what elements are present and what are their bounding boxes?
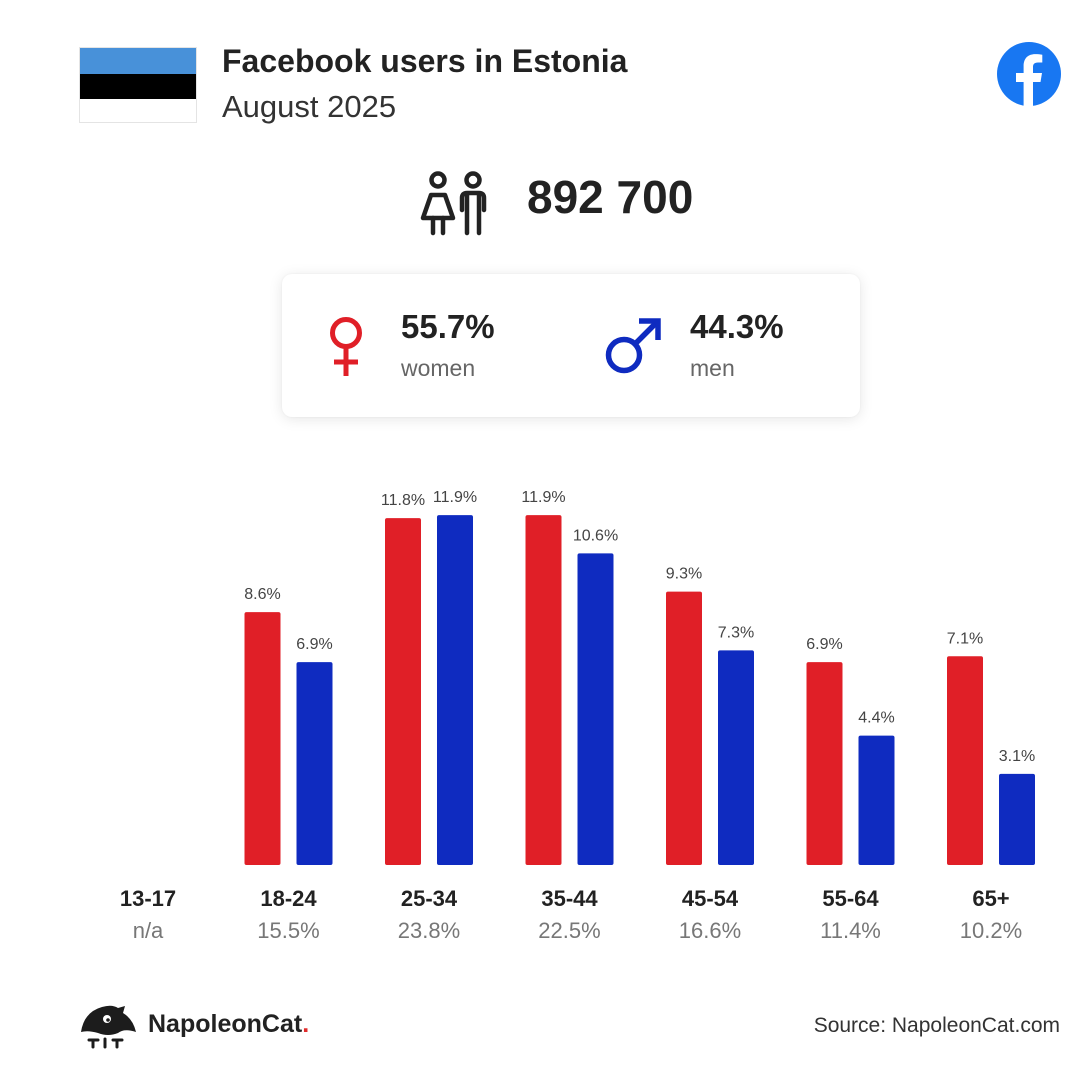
bar-men-55-64 — [858, 735, 895, 865]
category-label-25-34: 25-34 — [401, 886, 458, 911]
category-share-55-64: 11.4% — [820, 918, 881, 943]
category-share-18-24: 15.5% — [257, 918, 319, 943]
age-gender-bar-chart: 13-17 n/a 8.6% 6.9% 18-24 15.5% 11.8% 11.9% 25-3… — [120, 489, 1035, 943]
gender-split-card: 55.7% women 44.3% men — [282, 274, 860, 417]
category-label-65+: 65+ — [972, 886, 1009, 911]
data-label-women-35-44: 11.9% — [521, 489, 565, 506]
data-label-men-65+: 3.1% — [999, 748, 1035, 765]
source-credit: Source: NapoleonCat.com — [813, 1014, 1060, 1037]
category-share-25-34: 23.8% — [398, 918, 460, 943]
data-label-men-55-64: 4.4% — [858, 710, 894, 727]
category-label-45-54: 45-54 — [682, 886, 739, 911]
male-symbol-icon — [605, 318, 661, 374]
data-label-women-55-64: 6.9% — [806, 636, 842, 653]
bar-women-65+ — [947, 656, 983, 865]
bar-women-35-44 — [525, 515, 562, 865]
category-share-13-17: n/a — [133, 918, 164, 943]
bar-women-45-54 — [666, 591, 702, 865]
bar-women-55-64 — [806, 662, 843, 865]
bar-women-18-24 — [244, 612, 281, 865]
napoleoncat-logo-icon — [81, 1005, 136, 1049]
brand-name-text: NapoleonCat — [148, 1010, 303, 1038]
women-percentage: 55.7% — [401, 308, 495, 345]
data-label-men-25-34: 11.9% — [433, 489, 477, 506]
estonia-flag-icon — [79, 47, 197, 123]
men-label: men — [690, 355, 735, 381]
category-label-35-44: 35-44 — [541, 886, 598, 911]
bar-men-35-44 — [577, 553, 614, 865]
page-subtitle: August 2025 — [222, 89, 397, 124]
total-users-value: 892 700 — [527, 171, 694, 223]
page-title: Facebook users in Estonia — [222, 43, 628, 79]
data-label-women-65+: 7.1% — [947, 630, 983, 647]
men-percentage: 44.3% — [690, 308, 784, 345]
bar-men-65+ — [999, 773, 1035, 865]
bar-men-45-54 — [718, 650, 754, 865]
category-label-13-17: 13-17 — [120, 886, 176, 911]
people-icon — [420, 171, 487, 236]
data-label-women-18-24: 8.6% — [244, 586, 280, 603]
category-share-35-44: 22.5% — [538, 918, 600, 943]
data-label-men-45-54: 7.3% — [718, 624, 754, 641]
women-label: women — [401, 355, 476, 381]
brand-dot: . — [302, 1010, 310, 1038]
data-label-women-25-34: 11.8% — [381, 492, 425, 509]
brand-name: NapoleonCat. — [148, 1010, 309, 1039]
facebook-logo-icon — [997, 42, 1061, 106]
data-label-women-45-54: 9.3% — [666, 566, 702, 583]
female-symbol-icon — [330, 317, 362, 376]
category-share-45-54: 16.6% — [679, 918, 741, 943]
data-label-men-18-24: 6.9% — [296, 636, 332, 653]
bar-men-18-24 — [296, 662, 333, 865]
bar-men-25-34 — [437, 515, 473, 865]
data-label-men-35-44: 10.6% — [573, 527, 618, 544]
category-label-55-64: 55-64 — [822, 886, 879, 911]
category-share-65+: 10.2% — [960, 918, 1022, 943]
category-label-18-24: 18-24 — [260, 886, 317, 911]
bar-women-25-34 — [385, 518, 421, 865]
